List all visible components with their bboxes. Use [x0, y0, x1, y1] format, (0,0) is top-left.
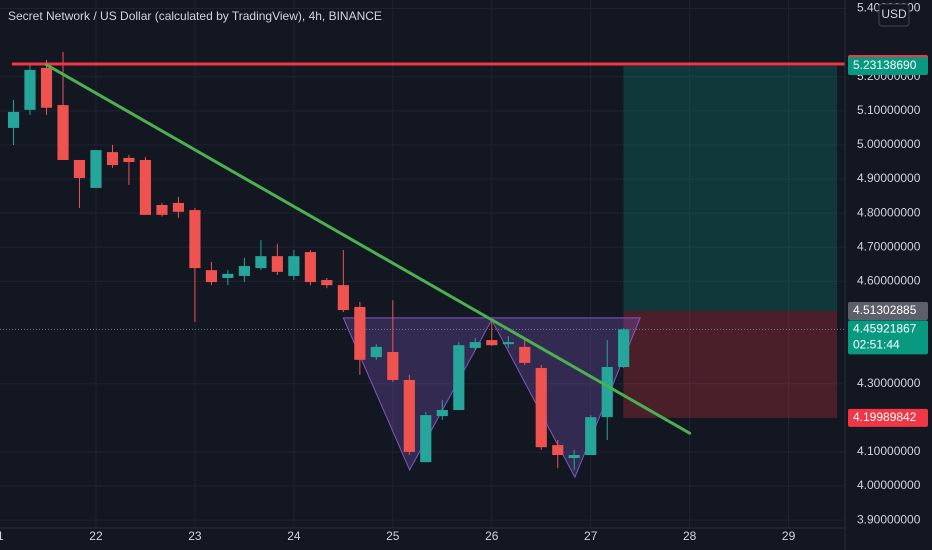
candle-body: [255, 256, 267, 269]
price-badge: [848, 57, 928, 76]
candle-body: [321, 280, 333, 286]
candle-body: [57, 105, 69, 160]
candle-body: [354, 306, 366, 360]
loss-zone: [623, 311, 838, 418]
candle-body: [90, 150, 102, 188]
candle-body: [387, 352, 399, 380]
trendline: [45, 63, 692, 435]
y-tick-label: 4.60000000: [857, 274, 921, 288]
candle-body: [618, 329, 630, 368]
candle-body: [436, 409, 448, 417]
candle-body: [106, 152, 119, 166]
candle-body: [156, 204, 168, 215]
price-badge: [848, 408, 928, 427]
plot-area: [0, 0, 845, 528]
x-tick-label: 24: [287, 529, 301, 543]
y-tick-label: 4.70000000: [857, 239, 921, 253]
candle-body: [486, 340, 498, 346]
candle-body: [519, 346, 531, 363]
candle-body: [420, 415, 432, 463]
candle-body: [370, 346, 382, 358]
y-tick-label: 4.30000000: [857, 376, 921, 390]
candle-body: [601, 367, 613, 418]
price-badge: [848, 320, 928, 355]
y-tick-label: 5.10000000: [857, 103, 921, 117]
x-tick-label: 21: [0, 529, 4, 543]
x-tick-label: 22: [89, 529, 103, 543]
candle-body: [172, 202, 184, 212]
candle-body: [139, 159, 152, 215]
candle-body: [205, 270, 218, 283]
candle-body: [469, 342, 481, 348]
y-tick-label: 4.00000000: [857, 478, 921, 492]
x-tick-label: 26: [485, 529, 499, 543]
candle-body: [222, 273, 234, 278]
x-tick-label: 27: [584, 529, 598, 543]
y-tick-label: 3.90000000: [857, 512, 921, 526]
candle-body: [304, 252, 316, 283]
candle-body: [7, 111, 20, 128]
candle-body: [271, 256, 283, 272]
price-badge-label: 4.45921867: [853, 322, 917, 336]
x-tick-label: 25: [386, 529, 400, 543]
x-tick-label: 23: [188, 529, 202, 543]
candle-body: [453, 345, 465, 410]
candle-body: [189, 210, 201, 269]
price-badge-label: 5.23138690: [853, 58, 917, 72]
chart-title: Secret Network / US Dollar (calculated b…: [8, 9, 382, 23]
candle-body: [288, 256, 300, 276]
price-badge: [848, 302, 928, 321]
candle-body: [535, 368, 547, 448]
y-tick-label: 4.90000000: [857, 171, 921, 185]
candle-body: [552, 445, 564, 456]
candle-body: [502, 342, 514, 345]
currency-badge: [878, 3, 910, 27]
candle-body: [40, 67, 53, 108]
candle-body: [403, 379, 415, 452]
y-tick-label: 4.80000000: [857, 205, 921, 219]
candle-body: [585, 417, 597, 456]
candle-body: [73, 159, 86, 179]
currency-label: USD: [881, 7, 907, 21]
candle-body: [123, 157, 135, 163]
countdown-label: 02:51:44: [853, 338, 900, 352]
candle-body: [337, 285, 349, 311]
candle-body: [24, 69, 36, 110]
candle-body: [238, 266, 250, 276]
y-tick-label: 5.00000000: [857, 137, 921, 151]
x-tick-label: 28: [683, 529, 697, 543]
candle-body: [568, 455, 580, 459]
price-badge-label: 4.51302885: [853, 303, 917, 317]
pattern-shape: [342, 317, 641, 479]
profit-zone: [623, 66, 838, 312]
price-badge-label: 4.19989842: [853, 410, 917, 424]
x-tick-label: 29: [782, 529, 796, 543]
y-tick-label: 4.10000000: [857, 444, 921, 458]
